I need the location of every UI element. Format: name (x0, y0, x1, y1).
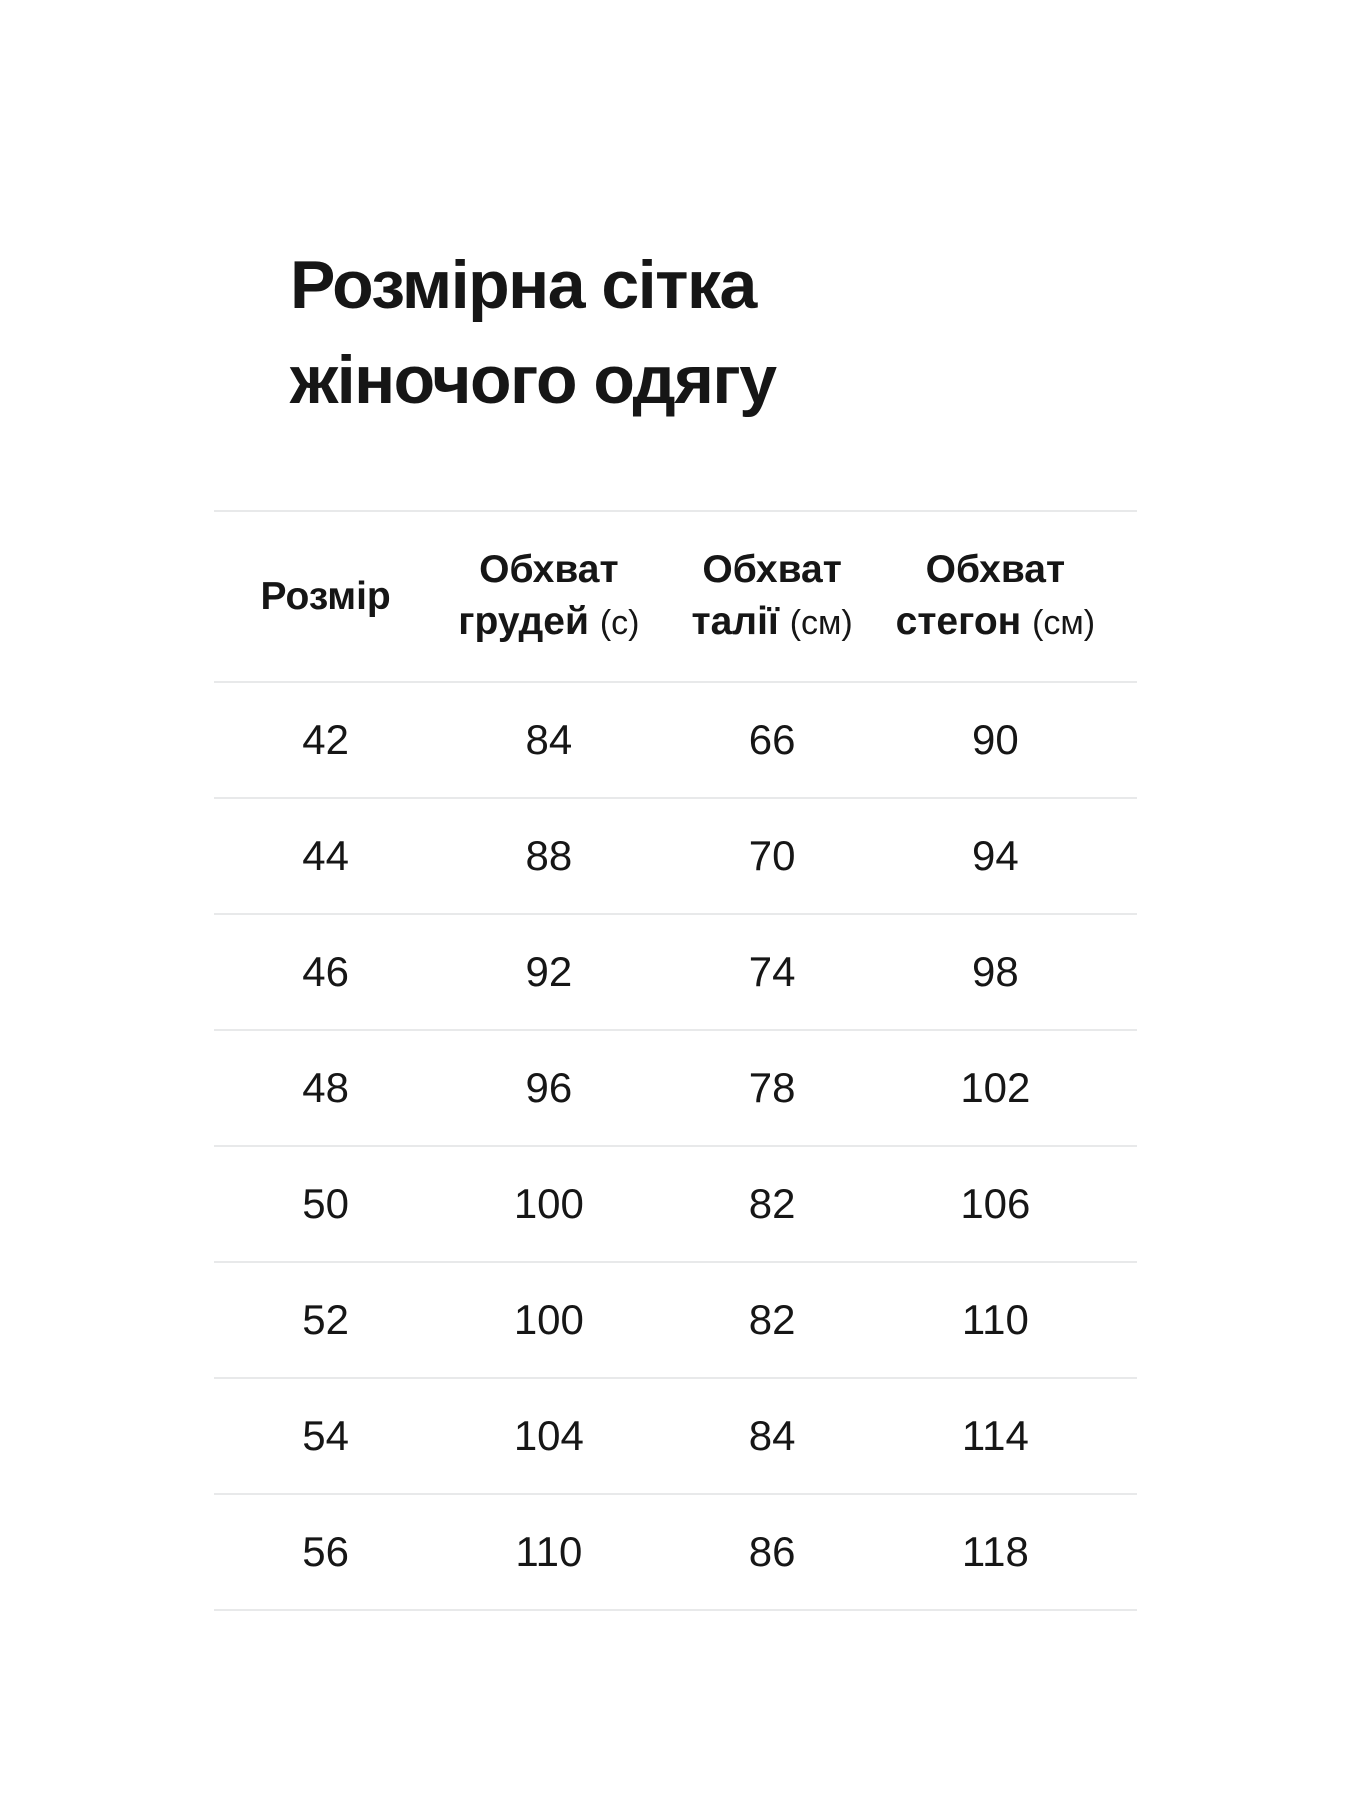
header-hips-line1: Обхват (925, 548, 1066, 591)
hips-cell: 102 (960, 1064, 1031, 1111)
header-cell-waist: Обхват талії (см) (661, 544, 884, 649)
header-cell-size: Розмір (214, 571, 437, 623)
header-waist-line1: Обхват (702, 548, 842, 591)
chest-cell: 92 (525, 948, 573, 995)
chest-cell: 100 (513, 1180, 584, 1227)
header-cell-hips: Обхват стегон (см) (884, 544, 1107, 649)
table-row: 54 104 84 114 (214, 1379, 1137, 1495)
chest-cell: 110 (515, 1528, 583, 1575)
table-body: 42 84 66 90 44 88 70 94 46 92 74 98 48 96 78 102 50 100 82… (214, 683, 1137, 1611)
chest-cell: 104 (513, 1412, 584, 1459)
size-cell: 46 (302, 948, 349, 995)
size-cell: 44 (302, 832, 349, 879)
table-header: Розмір Обхват грудей (с) Обхват талії (с… (214, 510, 1137, 683)
waist-cell: 78 (748, 1064, 796, 1111)
header-hips-line2: стегон (895, 600, 1022, 643)
chest-cell: 88 (525, 832, 573, 879)
header-chest-line1: Обхват (479, 548, 619, 591)
hips-cell: 106 (960, 1180, 1031, 1227)
size-cell: 52 (302, 1296, 349, 1343)
hips-cell: 118 (961, 1528, 1029, 1575)
header-size-label: Розмір (260, 574, 391, 618)
waist-cell: 70 (748, 832, 796, 879)
hips-cell: 98 (972, 948, 1019, 995)
waist-cell: 82 (748, 1296, 796, 1343)
header-hips-unit: (см) (1032, 604, 1096, 642)
size-cell: 54 (302, 1412, 349, 1459)
table-row: 50 100 82 106 (214, 1147, 1137, 1263)
waist-cell: 84 (748, 1412, 796, 1459)
size-cell: 48 (302, 1064, 349, 1111)
header-waist-unit: (см) (789, 604, 853, 642)
size-cell: 56 (302, 1528, 349, 1575)
table-row: 56 110 86 118 (214, 1495, 1137, 1611)
header-chest-unit: (с) (599, 604, 640, 642)
size-table: Розмір Обхват грудей (с) Обхват талії (с… (214, 510, 1137, 1611)
size-cell: 50 (302, 1180, 349, 1227)
page-title-line1: Розмірна сітка (290, 247, 757, 323)
header-waist-line2: талії (691, 600, 779, 643)
chest-cell: 84 (525, 716, 573, 763)
hips-cell: 114 (961, 1412, 1029, 1459)
page-title: Розмірна сітка жіночого одягу (290, 238, 777, 428)
table-row: 44 88 70 94 (214, 799, 1137, 915)
chest-cell: 100 (513, 1296, 584, 1343)
chest-cell: 96 (525, 1064, 573, 1111)
hips-cell: 110 (961, 1296, 1029, 1343)
table-row: 46 92 74 98 (214, 915, 1137, 1031)
waist-cell: 82 (748, 1180, 796, 1227)
page-title-line2: жіночого одягу (290, 342, 777, 418)
header-chest-line2: грудей (458, 600, 589, 643)
waist-cell: 74 (748, 948, 796, 995)
hips-cell: 90 (972, 716, 1019, 763)
hips-cell: 94 (972, 832, 1019, 879)
table-row: 42 84 66 90 (214, 683, 1137, 799)
header-cell-chest: Обхват грудей (с) (437, 544, 660, 649)
waist-cell: 86 (748, 1528, 796, 1575)
table-row: 48 96 78 102 (214, 1031, 1137, 1147)
waist-cell: 66 (748, 716, 796, 763)
size-cell: 42 (302, 716, 349, 763)
table-row: 52 100 82 110 (214, 1263, 1137, 1379)
